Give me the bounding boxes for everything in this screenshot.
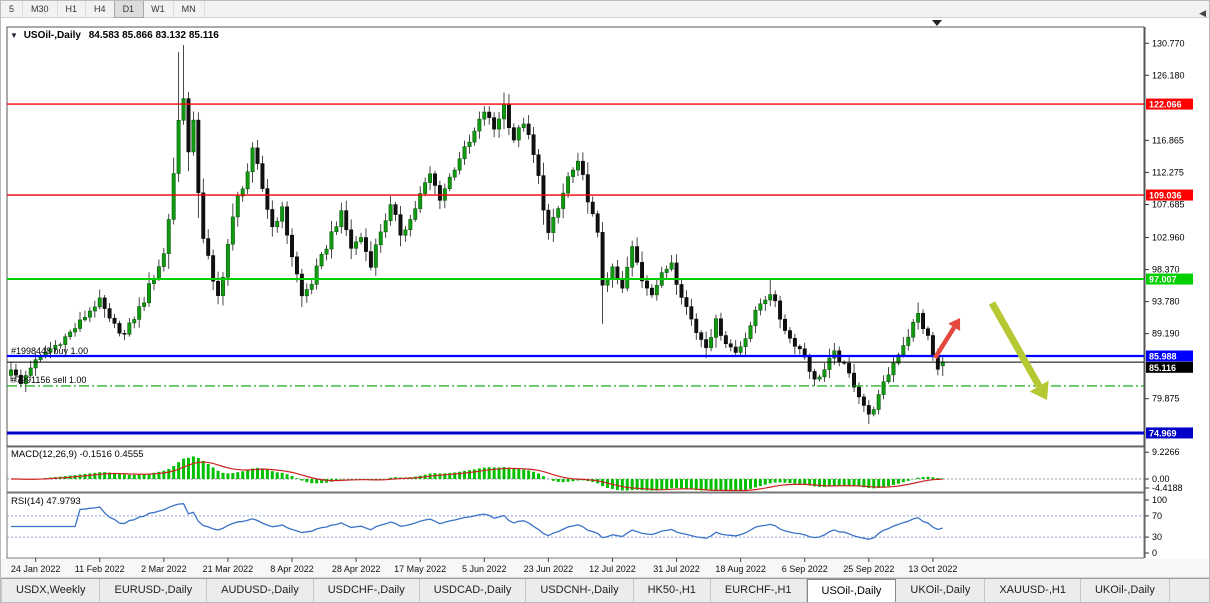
timeframe-button-d1[interactable]: D1 — [113, 1, 145, 18]
svg-text:112.275: 112.275 — [1152, 167, 1184, 177]
date-label: 8 Apr 2022 — [270, 564, 314, 574]
candlestick-series — [9, 45, 945, 425]
svg-text:93.780: 93.780 — [1152, 297, 1180, 307]
svg-text:9.2266: 9.2266 — [1152, 447, 1180, 457]
date-label: 25 Sep 2022 — [843, 564, 894, 574]
chart-tab-usdcad-daily-4[interactable]: USDCAD-,Daily — [419, 579, 527, 602]
chart-tab-usdx-weekly-0[interactable]: USDX,Weekly — [2, 579, 101, 602]
chart-tab-eurusd-daily-1[interactable]: EURUSD-,Daily — [100, 579, 208, 602]
chart-tab-eurchf-h1-7[interactable]: EURCHF-,H1 — [710, 579, 807, 602]
one-click-collapse-icon[interactable]: ▼ — [10, 31, 18, 40]
chart-tab-xauusd-h1-10[interactable]: XAUUSD-,H1 — [985, 579, 1081, 602]
svg-text:70: 70 — [1152, 511, 1162, 521]
price-tag-109.036 — [1146, 189, 1193, 201]
svg-text:89.190: 89.190 — [1152, 329, 1180, 339]
svg-text:107.685: 107.685 — [1152, 199, 1185, 209]
red-up-arrow — [933, 318, 961, 360]
timeframe-button-mn[interactable]: MN — [174, 1, 205, 17]
chart-title: ▼ USOil-,Daily 84.583 85.866 83.132 85.1… — [10, 30, 219, 41]
shift-marker-icon — [932, 20, 942, 26]
date-axis[interactable]: 24 Jan 2022 11 Feb 2022 2 Mar 2022 21 Mar 2… — [11, 558, 958, 574]
svg-text:0.00: 0.00 — [1152, 474, 1170, 484]
price-tag-97.007 — [1146, 273, 1193, 285]
date-label: 23 Jun 2022 — [524, 564, 574, 574]
rsi-indicator-label: RSI(14) 47.9793 — [11, 496, 81, 507]
date-label: 24 Jan 2022 — [11, 564, 61, 574]
buy-order-label[interactable]: #1998448 buy 1.00 — [11, 346, 89, 356]
chart-title-symbol: USOil-,Daily — [23, 30, 81, 41]
price-axis[interactable]: 130.770 126.180 116.865 112.275 107.685 102.9… — [1145, 38, 1193, 439]
chart-tab-ukoil-daily-11[interactable]: UKOil-,Daily — [1080, 579, 1170, 602]
svg-text:102.960: 102.960 — [1152, 232, 1185, 242]
svg-text:98.370: 98.370 — [1152, 265, 1180, 275]
macd-indicator-label: MACD(12,26,9) -0.1516 0.4555 — [11, 449, 144, 460]
date-label: 11 Feb 2022 — [75, 564, 125, 574]
chart-tab-hk50-h1-6[interactable]: HK50-,H1 — [633, 579, 711, 602]
date-label: 12 Jul 2022 — [589, 564, 636, 574]
price-tag-122.066 — [1146, 98, 1193, 110]
price-tag-85.988 — [1146, 350, 1193, 362]
chart-tab-bar: USDX,Weekly EURUSD-,Daily AUDUSD-,Daily USD… — [1, 578, 1209, 602]
date-label: 18 Aug 2022 — [715, 564, 766, 574]
chart-tab-usdchf-daily-3[interactable]: USDCHF-,Daily — [313, 579, 420, 602]
timeframe-button-h1[interactable]: H1 — [58, 1, 87, 17]
svg-text:100: 100 — [1152, 495, 1167, 505]
rsi-indicator: 100 70 30 0 — [7, 495, 1167, 558]
date-label: 2 Mar 2022 — [141, 564, 187, 574]
green-down-arrow — [988, 301, 1049, 400]
date-label: 5 Jun 2022 — [462, 564, 507, 574]
svg-text:85.116: 85.116 — [1149, 363, 1176, 373]
svg-text:30: 30 — [1152, 532, 1162, 542]
svg-text:122.066: 122.066 — [1149, 100, 1182, 110]
svg-text:74.969: 74.969 — [1149, 428, 1177, 438]
date-label: 28 Apr 2022 — [332, 564, 381, 574]
timeframe-button-h4[interactable]: H4 — [86, 1, 115, 17]
chart-tab-audusd-daily-2[interactable]: AUDUSD-,Daily — [207, 579, 314, 602]
sell-order-label[interactable]: #7991156 sell 1.00 — [11, 375, 87, 385]
svg-text:116.865: 116.865 — [1152, 135, 1184, 145]
svg-text:85.988: 85.988 — [1149, 351, 1177, 361]
price-tag-74.969 — [1146, 427, 1193, 439]
timeframe-button-m30[interactable]: M30 — [23, 1, 58, 17]
chart-canvas[interactable]: 130.770 126.180 116.865 112.275 107.685 102.9… — [1, 1, 1210, 579]
chart-tab-usdcnh-daily-5[interactable]: USDCNH-,Daily — [526, 579, 634, 602]
svg-text:-4.4188: -4.4188 — [1152, 483, 1183, 493]
timeframe-toolbar: 5 M30 H1 H4 D1 W1 MN — [1, 1, 1209, 18]
date-label: 13 Oct 2022 — [908, 564, 957, 574]
svg-text:126.180: 126.180 — [1152, 70, 1185, 80]
date-label: 17 May 2022 — [394, 564, 446, 574]
chart-title-ohlc: 84.583 85.866 83.132 85.116 — [88, 30, 219, 41]
chart-tab-usoil-daily-8[interactable]: USOil-,Daily — [806, 579, 897, 602]
date-label: 31 Jul 2022 — [653, 564, 700, 574]
tab-scroll-left-icon[interactable]: ◀ — [1199, 8, 1206, 18]
svg-text:79.875: 79.875 — [1152, 394, 1180, 404]
price-tag-85.116 — [1146, 361, 1193, 373]
date-label: 6 Sep 2022 — [782, 564, 828, 574]
macd-indicator: 9.2266 0.00-4.4188 — [7, 447, 1183, 493]
svg-text:109.036: 109.036 — [1149, 191, 1182, 201]
svg-text:130.770: 130.770 — [1152, 38, 1185, 48]
svg-text:97.007: 97.007 — [1149, 275, 1177, 285]
svg-text:0: 0 — [1152, 548, 1157, 558]
horizontal-lines — [7, 103, 1144, 435]
chart-tab-ukoil-daily-9[interactable]: UKOil-,Daily — [896, 579, 986, 602]
timeframe-button-5[interactable]: 5 — [1, 1, 24, 17]
timeframe-button-w1[interactable]: W1 — [143, 1, 174, 17]
date-label: 21 Mar 2022 — [203, 564, 254, 574]
